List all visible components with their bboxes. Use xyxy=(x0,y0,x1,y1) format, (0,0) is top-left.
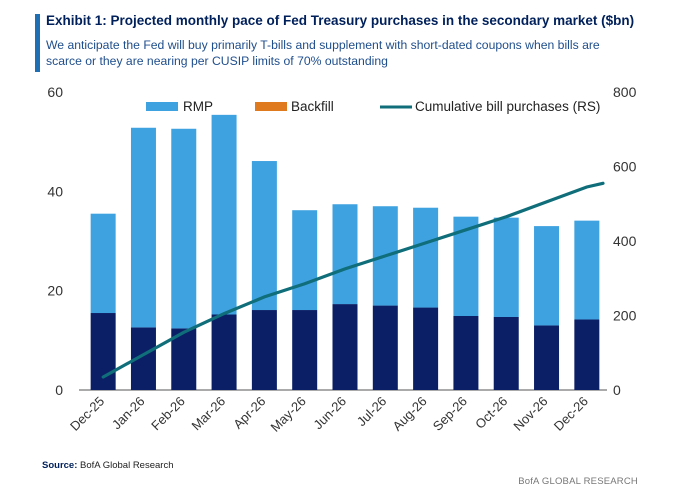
bar-rmp-light xyxy=(493,217,519,317)
bar-rmp-dark xyxy=(453,315,479,390)
x-tick-label: May-26 xyxy=(268,394,309,435)
bar-rmp-light xyxy=(574,220,600,320)
bar-rmp-dark xyxy=(372,305,398,390)
x-tick-label: Dec-25 xyxy=(67,394,107,434)
legend-label-backfill: Backfill xyxy=(291,99,334,114)
x-tick-label: Jun-26 xyxy=(310,394,349,433)
bar-rmp-light xyxy=(130,127,156,328)
bar-rmp-dark xyxy=(574,319,600,390)
right-tick-label: 800 xyxy=(613,84,637,100)
x-tick-label: Jan-26 xyxy=(109,394,148,433)
legend-label-line: Cumulative bill purchases (RS) xyxy=(415,99,600,114)
brand-footer: BofA GLOBAL RESEARCH xyxy=(518,476,638,487)
right-tick-label: 200 xyxy=(613,308,637,324)
bar-rmp-dark xyxy=(413,307,439,390)
source-label: Source: xyxy=(42,460,78,471)
bar-rmp-light xyxy=(413,207,439,308)
bar-rmp-dark xyxy=(251,310,277,390)
left-tick-label: 60 xyxy=(47,84,63,100)
x-tick-label: Apr-26 xyxy=(230,394,268,432)
legend-swatch-rmp xyxy=(146,102,178,111)
legend-label-rmp: RMP xyxy=(183,99,213,114)
bar-rmp-dark xyxy=(332,304,358,390)
source-note: Source: BofA Global Research xyxy=(42,460,173,471)
bar-rmp-light xyxy=(292,210,318,311)
bar-rmp-dark xyxy=(493,316,519,390)
bar-rmp-light xyxy=(251,161,277,311)
legend-swatch-backfill xyxy=(255,102,287,111)
bar-rmp-dark xyxy=(292,310,318,390)
bar-rmp-dark xyxy=(211,314,237,390)
chart-title: Exhibit 1: Projected monthly pace of Fed… xyxy=(46,13,635,28)
x-tick-label: Oct-26 xyxy=(472,394,510,432)
x-tick-label: Dec-26 xyxy=(551,394,591,434)
chart-subtitle: We anticipate the Fed will buy primarily… xyxy=(46,38,600,68)
bar-rmp-light xyxy=(90,213,116,314)
x-tick-label: Nov-26 xyxy=(510,394,550,434)
x-tick-label: Mar-26 xyxy=(188,394,228,434)
title-accent-bar xyxy=(35,14,40,72)
bar-rmp-dark xyxy=(534,325,560,390)
x-tick-label: Aug-26 xyxy=(389,394,429,434)
x-tick-label: Feb-26 xyxy=(148,394,188,434)
right-tick-label: 400 xyxy=(613,233,637,249)
bar-rmp-light xyxy=(211,114,237,315)
right-tick-label: 600 xyxy=(613,159,637,175)
right-tick-label: 0 xyxy=(613,382,621,398)
cumulative-line xyxy=(101,181,605,379)
bar-rmp-light xyxy=(171,128,197,329)
bar-rmp-light xyxy=(534,226,560,326)
x-tick-label: Jul-26 xyxy=(354,394,390,430)
bar-rmp-light xyxy=(332,204,358,305)
x-tick-label: Sep-26 xyxy=(430,394,470,434)
left-tick-label: 40 xyxy=(47,183,63,199)
left-tick-label: 0 xyxy=(55,382,63,398)
source-text: BofA Global Research xyxy=(77,460,174,471)
left-tick-label: 20 xyxy=(47,283,63,299)
